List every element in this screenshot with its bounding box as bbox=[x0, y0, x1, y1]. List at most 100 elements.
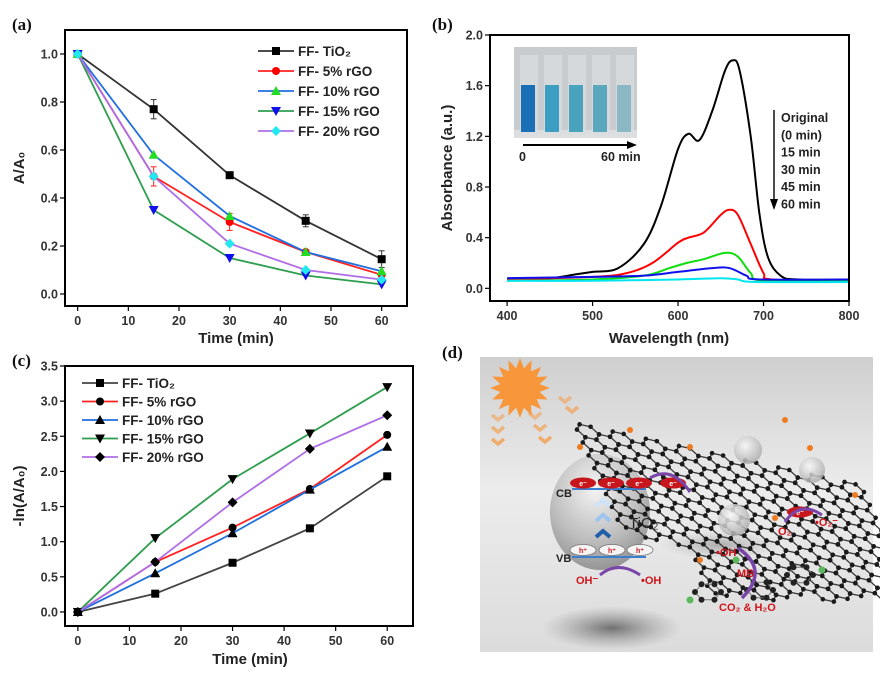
carbon-atom bbox=[781, 478, 787, 483]
carbon-atom bbox=[629, 439, 635, 444]
carbon-atom bbox=[812, 513, 818, 519]
data-point bbox=[382, 383, 393, 393]
carbon-atom bbox=[610, 429, 615, 434]
carbon-atom bbox=[669, 506, 675, 511]
carbon-atom bbox=[764, 538, 769, 543]
electron-label: e⁻ bbox=[579, 481, 587, 488]
carbon-atom bbox=[574, 427, 580, 432]
carbon-atom bbox=[625, 496, 631, 502]
carbon-atom bbox=[662, 446, 668, 452]
carbon-atom bbox=[720, 551, 726, 557]
legend-item: FF- 10% rGO bbox=[82, 413, 204, 428]
carbon-atom bbox=[697, 500, 702, 506]
data-point bbox=[227, 475, 238, 485]
chevron-icon bbox=[527, 411, 543, 421]
carbon-atom bbox=[640, 441, 646, 447]
plot-area bbox=[72, 49, 387, 290]
data-point bbox=[72, 49, 83, 59]
carbon-atom bbox=[861, 489, 867, 495]
oxygen-group bbox=[577, 444, 583, 450]
chart-a: 0 10 20 30 40 50 600.00.20.40.60.81.0 FF- TiO₂F… bbox=[41, 29, 408, 328]
carbon-atom bbox=[746, 476, 751, 481]
carbon-atom bbox=[666, 488, 672, 493]
carbon-atom bbox=[656, 532, 662, 537]
carbon-atom bbox=[672, 500, 678, 506]
hole bbox=[569, 544, 597, 556]
carbon-atom bbox=[759, 572, 765, 577]
carbon-atom bbox=[664, 493, 669, 498]
data-point bbox=[304, 443, 315, 454]
spectrum-line bbox=[507, 59, 850, 281]
carbon-atom bbox=[627, 467, 633, 473]
carbon-atom bbox=[860, 565, 866, 570]
carbon-atom bbox=[636, 498, 642, 504]
carbon-atom bbox=[710, 497, 716, 503]
carbon-atom bbox=[773, 470, 778, 476]
legend-label: FF- 5% rGO bbox=[298, 64, 372, 79]
chevron-icon bbox=[557, 395, 573, 405]
carbon-atom bbox=[863, 559, 869, 565]
carbon-atom bbox=[783, 524, 788, 530]
carbon-atom bbox=[609, 504, 615, 510]
sphere-shadow bbox=[542, 606, 682, 650]
electron bbox=[570, 477, 596, 489]
carbon-atom bbox=[801, 488, 806, 493]
legend: FF- TiO₂ FF- 5% rGO FF- 10% rGO FF- 15% rGO… bbox=[82, 376, 204, 465]
carbon-atom bbox=[833, 570, 839, 576]
electron-label: e⁻ bbox=[796, 510, 804, 517]
carbon-atom bbox=[696, 453, 701, 459]
panel-label-a: (a) bbox=[12, 15, 32, 34]
carbon-atom bbox=[707, 578, 713, 583]
oh-minus-label: OH⁻ bbox=[576, 575, 599, 587]
legend-label: FF- 20% rGO bbox=[122, 450, 204, 465]
series-5 bbox=[72, 49, 387, 285]
carbon-atom bbox=[779, 506, 785, 512]
o2-reduction-arrow bbox=[783, 507, 823, 523]
carbon-atom bbox=[795, 475, 801, 480]
carbon-atom bbox=[872, 590, 878, 596]
data-point bbox=[224, 211, 235, 220]
carbon-atom bbox=[701, 541, 706, 547]
carbon-atom bbox=[814, 485, 820, 490]
carbon-atom bbox=[762, 566, 767, 572]
carbon-atom bbox=[820, 596, 826, 602]
carbon-atom bbox=[666, 464, 671, 470]
y-tick-label: 0.8 bbox=[41, 96, 58, 110]
carbon-atom bbox=[740, 585, 746, 591]
carbon-atom bbox=[748, 569, 754, 575]
carbon-atom bbox=[660, 451, 665, 457]
carbon-atom bbox=[689, 516, 695, 521]
carbon-atom bbox=[861, 588, 867, 594]
mb-atom bbox=[711, 596, 718, 603]
carbon-atom bbox=[798, 493, 804, 499]
carbon-atom bbox=[643, 535, 648, 540]
carbon-atom bbox=[652, 467, 658, 473]
legend-label: FF- 15% rGO bbox=[298, 104, 380, 119]
carbon-atom bbox=[761, 543, 767, 549]
carbon-atom bbox=[712, 567, 718, 573]
y-tick-label: 2.0 bbox=[466, 29, 483, 43]
carbon-atom bbox=[858, 593, 864, 599]
inset-end-label: 60 min bbox=[601, 150, 641, 164]
legend-item: FF- 15% rGO bbox=[82, 432, 204, 447]
oh-radical-label-2: •OH bbox=[716, 547, 736, 559]
carbon-atom bbox=[756, 553, 761, 559]
carbon-atom bbox=[623, 525, 629, 530]
plot-area bbox=[72, 383, 393, 617]
carbon-atom bbox=[855, 552, 860, 557]
carbon-atom bbox=[829, 529, 835, 534]
mb-atom bbox=[750, 594, 757, 601]
y-tick-label: 0.2 bbox=[41, 240, 58, 254]
carbon-atom bbox=[805, 529, 810, 535]
carbon-atom bbox=[693, 458, 699, 464]
carbon-atom bbox=[847, 567, 852, 573]
legend-entry: 60 min bbox=[781, 198, 821, 212]
legend-entry: 30 min bbox=[781, 163, 821, 177]
plot-area bbox=[507, 59, 850, 284]
carbon-atom bbox=[645, 506, 650, 512]
legend-label: FF- 15% rGO bbox=[122, 432, 204, 447]
mb-atom bbox=[718, 589, 724, 595]
series-3 bbox=[72, 441, 393, 616]
y-tick-label: 0.4 bbox=[466, 231, 483, 245]
